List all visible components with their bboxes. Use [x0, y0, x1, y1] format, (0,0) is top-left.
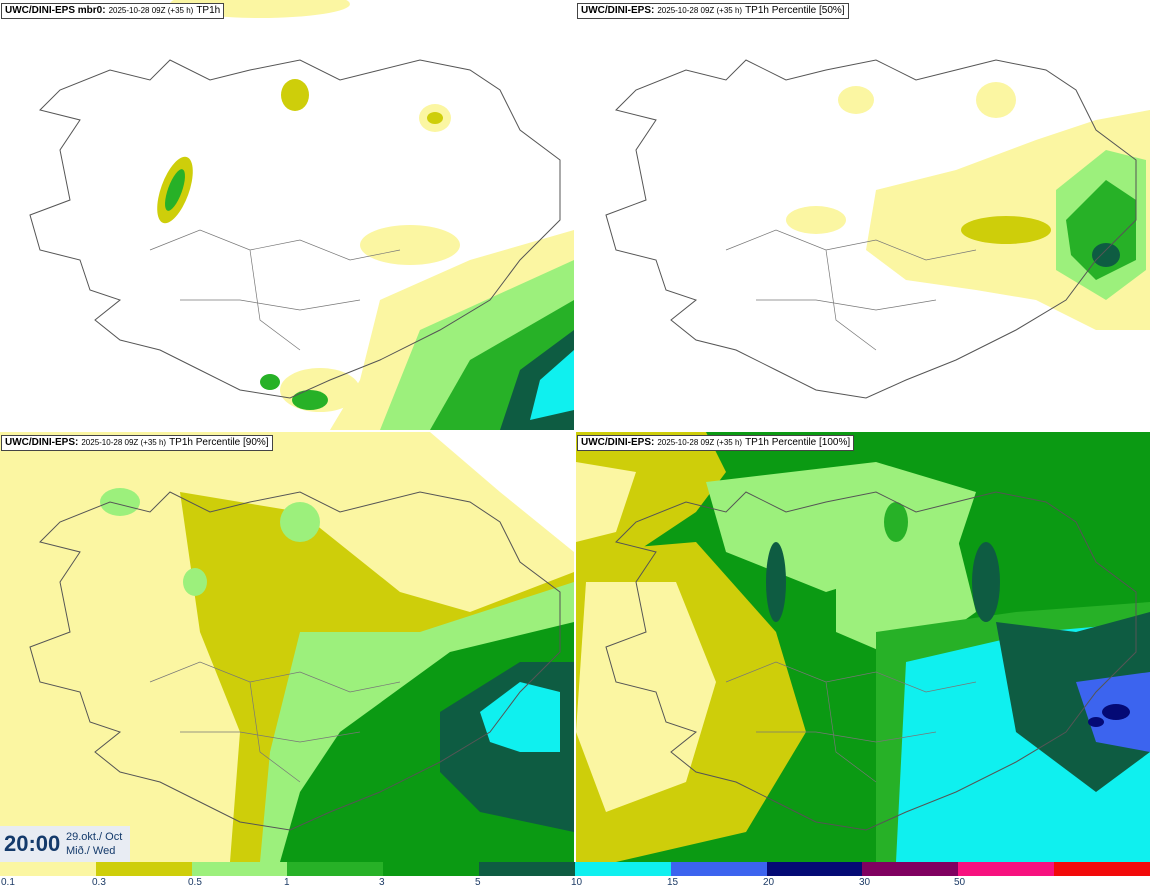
- map-panel-p90: UWC/DINI-EPS: 2025-10-28 09Z (+35 h) TP1h …: [0, 432, 574, 862]
- map-panel-mbr0: UWC/DINI-EPS mbr0: 2025-10-28 09Z (+35 h)…: [0, 0, 574, 430]
- valid-time-clock: 20:00: [4, 831, 61, 856]
- panel-source: UWC/DINI-EPS mbr0: [5, 5, 103, 16]
- panel-variable: TP1h: [196, 5, 221, 16]
- panel-run: 2025-10-28 09Z (+35 h): [81, 438, 167, 447]
- precipitation-map: [0, 432, 574, 862]
- colorbar-swatch: [1054, 862, 1150, 876]
- panel-title: UWC/DINI-EPS: 2025-10-28 09Z (+35 h) TP1h …: [1, 435, 273, 451]
- panel-run: 2025-10-28 09Z (+35 h): [108, 6, 194, 15]
- colorbar-swatch: [479, 862, 575, 876]
- panel-variable: TP1h Percentile [50%]: [745, 5, 845, 16]
- valid-date-line2: Mið./ Wed: [66, 845, 116, 857]
- panel-source: UWC/DINI-EPS: [581, 437, 651, 448]
- map-panel-p50: UWC/DINI-EPS: 2025-10-28 09Z (+35 h) TP1h …: [576, 0, 1150, 430]
- panel-run: 2025-10-28 09Z (+35 h): [657, 6, 743, 15]
- panel-variable: TP1h Percentile [90%]: [169, 437, 269, 448]
- panel-title: UWC/DINI-EPS: 2025-10-28 09Z (+35 h) TP1h …: [577, 3, 849, 19]
- colorbar-tick-label: 0.1: [1, 877, 15, 888]
- colorbar-swatch: [766, 862, 863, 876]
- colorbar-tick-label: 30: [859, 877, 871, 888]
- precipitation-map: [576, 432, 1150, 862]
- colorbar-tick-label: 1: [284, 877, 290, 888]
- precipitation-map: [605, 59, 1150, 399]
- colorbar-tick-label: 15: [667, 877, 679, 888]
- colorbar-tick-label: 0.3: [92, 877, 106, 888]
- precipitation-map: [29, 0, 574, 430]
- colorbar-swatch: [670, 862, 767, 876]
- colorbar-swatch: [0, 862, 96, 876]
- panel-run: 2025-10-28 09Z (+35 h): [657, 438, 743, 447]
- colorbar-swatches: [0, 862, 1150, 876]
- colorbar-tick-label: 5: [475, 877, 481, 888]
- colorbar-swatch: [287, 862, 384, 876]
- colorbar-legend: 0.1 0.3 0.5 1 3 5 10 15 20 30 50: [0, 862, 1150, 891]
- panel-variable: TP1h Percentile [100%]: [745, 437, 851, 448]
- colorbar-tick-label: 0.5: [188, 877, 202, 888]
- panel-title: UWC/DINI-EPS: 2025-10-28 09Z (+35 h) TP1h …: [577, 435, 855, 451]
- colorbar-tick-label: 10: [571, 877, 583, 888]
- valid-time-box: 20:00 29.okt./ Oct Mið./ Wed: [0, 826, 130, 862]
- colorbar-tick-label: 50: [954, 877, 966, 888]
- colorbar-swatch: [191, 862, 288, 876]
- panel-source: UWC/DINI-EPS: [5, 437, 75, 448]
- colorbar-tick-label: 20: [763, 877, 775, 888]
- map-panel-p100: UWC/DINI-EPS: 2025-10-28 09Z (+35 h) TP1h …: [576, 432, 1150, 862]
- colorbar-swatch: [862, 862, 959, 876]
- panel-title: UWC/DINI-EPS mbr0: 2025-10-28 09Z (+35 h)…: [1, 3, 225, 19]
- valid-date-line1: 29.okt./ Oct: [66, 831, 123, 843]
- colorbar-swatch: [95, 862, 192, 876]
- colorbar-labels: 0.1 0.3 0.5 1 3 5 10 15 20 30 50: [0, 877, 1150, 891]
- panel-source: UWC/DINI-EPS: [581, 5, 651, 16]
- colorbar-tick-label: 3: [379, 877, 385, 888]
- colorbar-swatch: [574, 862, 671, 876]
- colorbar-swatch: [958, 862, 1055, 876]
- colorbar-swatch: [383, 862, 480, 876]
